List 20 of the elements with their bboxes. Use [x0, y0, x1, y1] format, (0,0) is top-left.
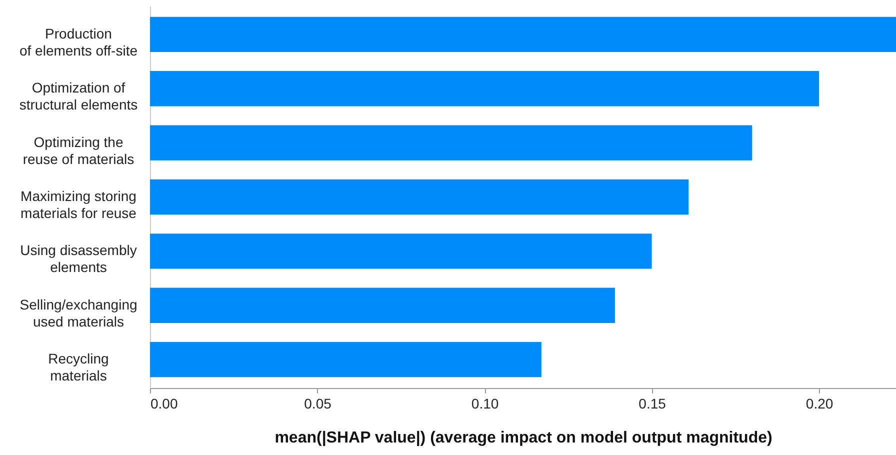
bar: [150, 234, 652, 269]
bar: [150, 288, 615, 323]
bar: [150, 71, 820, 106]
y-tick-label: Optimizing the reuse of materials: [22, 134, 134, 167]
bar: [150, 342, 542, 378]
x-axis-title: mean(|SHAP value|) (average impact on model output magnitude): [274, 430, 772, 446]
y-tick-label: Production of elements off-site: [19, 25, 138, 58]
y-tick-label: Maximizing storing materials for reuse: [20, 188, 137, 221]
bar: [150, 16, 896, 52]
y-tick-label: Recycling materials: [48, 350, 109, 384]
y-tick-label: Optimization of structural elements: [19, 80, 138, 113]
x-tick-label: 0.15: [638, 396, 666, 412]
y-tick-label: Selling/exchanging used materials: [20, 296, 138, 330]
y-tick-label: Using disassembly elements: [20, 242, 137, 276]
bar: [150, 125, 752, 160]
bar: [150, 179, 689, 215]
x-tick-label: 0.10: [471, 396, 499, 412]
x-tick-label: 0.05: [304, 396, 332, 412]
x-tick-label: 0.20: [806, 396, 834, 412]
x-tick-label: 0.00: [150, 396, 178, 412]
